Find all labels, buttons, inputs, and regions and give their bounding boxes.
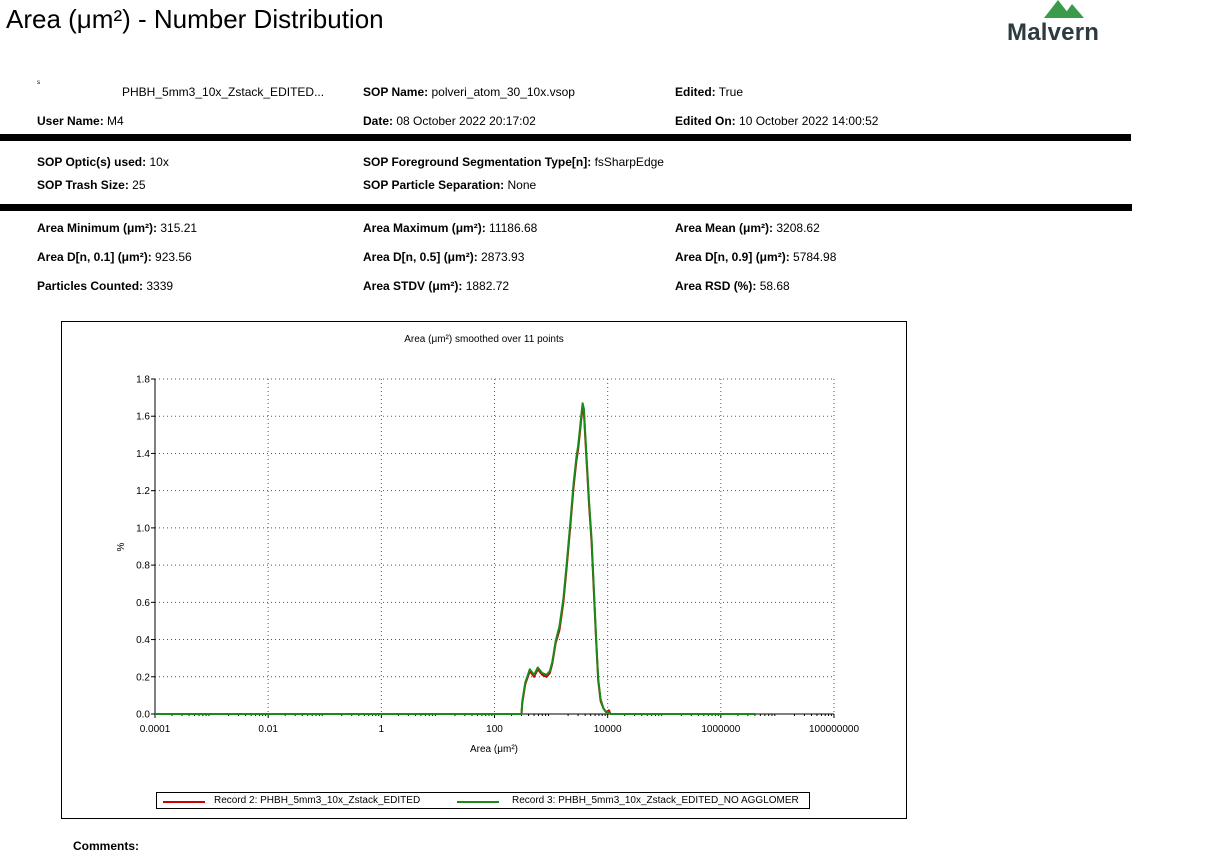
sample-name-marker: ˢ [37, 78, 41, 88]
series-layer [155, 402, 755, 715]
chart-legend: Record 2: PHBH_5mm3_10x_Zstack_EDITED Re… [156, 792, 810, 809]
field-edited-on: Edited On: 10 October 2022 14:00:52 [675, 114, 879, 128]
x-tick-label: 0.0001 [140, 724, 171, 735]
field-area-dn01: Area D[n, 0.1] (μm²): 923.56 [37, 250, 192, 264]
field-date: Date: 08 October 2022 20:17:02 [363, 114, 536, 128]
field-area-minimum: Area Minimum (μm²): 315.21 [37, 221, 198, 235]
logo-text: Malvern [1007, 19, 1100, 46]
y-tick-label: 0.8 [136, 561, 150, 572]
y-tick-label: 0.0 [136, 710, 150, 721]
x-axis-label: Area (μm²) [470, 744, 518, 755]
page-title: Area (μm²) - Number Distribution [6, 4, 384, 34]
field-area-dn05: Area D[n, 0.5] (μm²): 2873.93 [363, 250, 525, 264]
series-line-record-3 [155, 402, 755, 715]
field-edited: Edited: True [675, 85, 744, 99]
field-user-name: User Name: M4 [37, 114, 124, 128]
field-sample-name: PHBH_5mm3_10x_Zstack_EDITED... [122, 85, 325, 99]
field-area-stdv: Area STDV (μm²): 1882.72 [363, 279, 510, 293]
divider-rule-1 [0, 134, 1131, 141]
legend-label-record-2: Record 2: PHBH_5mm3_10x_Zstack_EDITED [214, 795, 421, 806]
x-tick-label: 1000000 [701, 724, 740, 735]
field-sop-trash-size: SOP Trash Size: 25 [37, 178, 146, 192]
field-area-dn09: Area D[n, 0.9] (μm²): 5784.98 [675, 250, 837, 264]
malvern-logo-icon [1044, 0, 1084, 18]
legend-swatch-record-3 [457, 801, 499, 803]
y-tick-label: 0.6 [136, 598, 150, 609]
y-tick-label: 1.2 [136, 486, 150, 497]
legend-swatch-record-2 [163, 801, 205, 803]
field-sop-optics: SOP Optic(s) used: 10x [37, 155, 169, 169]
legend-label-record-3: Record 3: PHBH_5mm3_10x_Zstack_EDITED_NO… [512, 795, 799, 806]
x-tick-label: 100 [486, 724, 503, 735]
y-tick-label: 1.6 [136, 412, 150, 423]
divider-rule-2 [0, 204, 1132, 211]
y-axis-label: % [116, 542, 127, 551]
series-line-record-2 [155, 407, 755, 715]
y-tick-label: 1.8 [136, 375, 150, 386]
comments-label: Comments: [73, 839, 140, 853]
x-tick-label: 0.01 [258, 724, 278, 735]
x-tick-label: 1 [379, 724, 385, 735]
field-area-maximum: Area Maximum (μm²): 11186.68 [363, 221, 538, 235]
x-tick-label: 100000000 [809, 724, 859, 735]
field-sop-name: SOP Name: polveri_atom_30_10x.vsop [363, 85, 575, 99]
field-area-rsd: Area RSD (%): 58.68 [675, 279, 790, 293]
y-tick-label: 0.4 [136, 635, 150, 646]
grid-layer [155, 378, 835, 714]
y-tick-label: 1.4 [136, 449, 150, 460]
field-sop-segmentation: SOP Foreground Segmentation Type[n]: fsS… [363, 155, 664, 169]
chart-frame [61, 321, 907, 819]
x-tick-label: 10000 [594, 724, 622, 735]
chart-title: Area (μm²) smoothed over 11 points [404, 334, 564, 345]
axis-layer: 0.0 0.2 0.4 0.6 0.8 1.0 1.2 1.4 1.6 1.8 0.0001 0.01… [136, 375, 859, 736]
field-particles-counted: Particles Counted: 3339 [37, 279, 174, 293]
y-tick-label: 1.0 [136, 523, 150, 534]
field-sop-particle-separation: SOP Particle Separation: None [363, 178, 537, 192]
y-tick-label: 0.2 [136, 672, 150, 683]
field-area-mean: Area Mean (μm²): 3208.62 [675, 221, 820, 235]
